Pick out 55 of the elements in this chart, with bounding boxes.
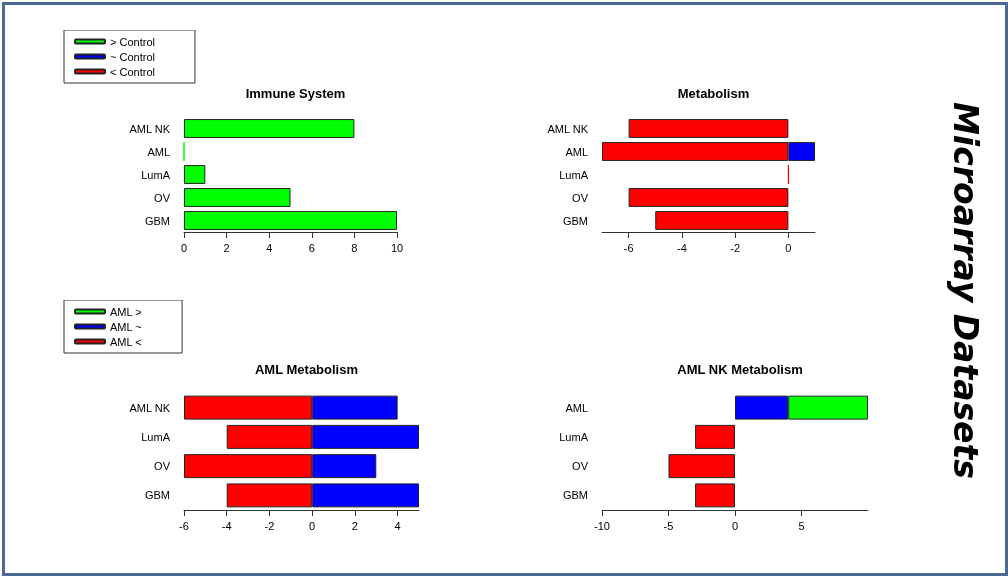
- x-tick-label: 0: [785, 241, 792, 254]
- y-tick-label: AML NK: [547, 122, 589, 135]
- y-tick-label: OV: [154, 191, 171, 204]
- legend-label: AML >: [110, 305, 142, 318]
- y-tick-label: LumA: [141, 430, 171, 443]
- y-tick-label: OV: [572, 191, 589, 204]
- x-tick-label: -5: [663, 519, 674, 532]
- y-tick-label: LumA: [141, 168, 171, 181]
- x-tick-label: 4: [266, 241, 273, 254]
- bar: [668, 454, 735, 479]
- x-tick-label: -4: [676, 241, 687, 254]
- y-tick-label: AML NK: [129, 401, 171, 414]
- x-tick-label: 5: [798, 519, 805, 532]
- x-tick-label: 0: [731, 519, 739, 532]
- chart-title: Immune System: [245, 86, 346, 101]
- x-tick-label: -2: [730, 241, 741, 254]
- bar: [184, 165, 206, 184]
- x-tick-label: -6: [623, 241, 634, 254]
- y-tick-label: GBM: [144, 489, 170, 502]
- legend-label: AML <: [110, 335, 142, 348]
- chart-title: AML NK Metabolism: [677, 362, 803, 377]
- x-tick-label: 8: [351, 241, 358, 254]
- x-tick-label: 6: [308, 241, 315, 254]
- x-tick-label: 0: [180, 241, 188, 254]
- x-tick-label: 0: [309, 519, 316, 532]
- bar: [184, 119, 355, 138]
- legend-label: ~ Control: [110, 50, 155, 63]
- chart-title: AML Metabolism: [254, 362, 359, 377]
- legend-label: < Control: [110, 65, 155, 78]
- text: Microarray Datasets: [945, 101, 985, 479]
- y-tick-label: LumA: [559, 168, 589, 181]
- x-tick-label: -6: [179, 519, 189, 532]
- x-tick-label: -10: [594, 519, 610, 532]
- x-tick-label: -2: [264, 519, 275, 532]
- legend-label: > Control: [110, 35, 155, 48]
- y-tick-label: AML: [565, 401, 588, 414]
- x-tick-label: 4: [394, 519, 401, 532]
- y-tick-label: GBM: [562, 214, 588, 227]
- x-tick-label: 2: [223, 241, 230, 254]
- y-tick-label: AML: [565, 145, 588, 158]
- y-tick-label: OV: [572, 460, 589, 473]
- bar: [184, 188, 291, 207]
- legend-label: AML ~: [110, 320, 142, 333]
- y-tick-label: AML: [147, 145, 170, 158]
- y-tick-label: OV: [154, 460, 171, 473]
- x-tick-label: 10: [390, 241, 404, 254]
- chart-title: Metabolism: [677, 86, 750, 101]
- y-tick-label: LumA: [559, 430, 589, 443]
- x-tick-label: -4: [221, 519, 232, 532]
- y-tick-label: AML NK: [129, 122, 171, 135]
- bar: [695, 424, 735, 449]
- y-tick-label: GBM: [144, 214, 170, 227]
- bar: [695, 483, 735, 508]
- x-tick-label: 2: [351, 519, 358, 532]
- y-tick-label: GBM: [562, 489, 588, 502]
